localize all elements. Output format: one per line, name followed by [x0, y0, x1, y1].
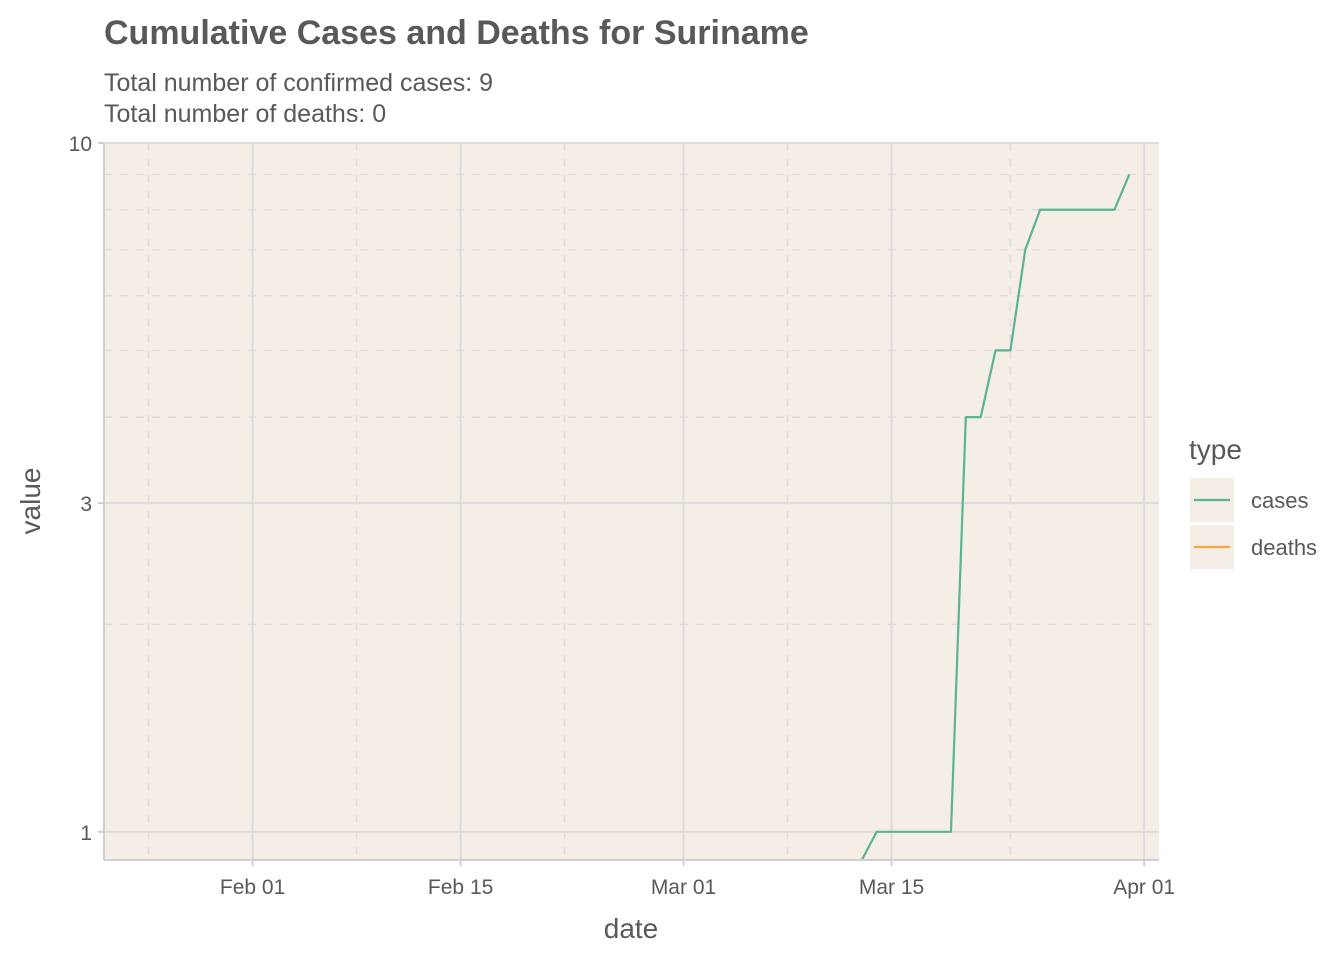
x-tick-label: Apr 01 — [1113, 876, 1175, 899]
y-tick-label: 1 — [80, 822, 92, 845]
major-gridlines — [104, 142, 1159, 860]
chart-subtitle-cases: Total number of confirmed cases: 9 — [104, 69, 493, 97]
x-tick-label: Mar 15 — [859, 876, 924, 899]
y-axis-ticks: 1 3 10 — [69, 133, 104, 845]
x-tick-label: Mar 01 — [651, 876, 716, 899]
y-tick-label: 10 — [69, 133, 92, 156]
chart-subtitle-deaths: Total number of deaths: 0 — [104, 100, 386, 128]
series-line-cases — [860, 174, 1131, 861]
minor-gridlines — [104, 143, 1159, 860]
plot-panel — [104, 143, 1159, 860]
x-axis-ticks: Feb 01 Feb 15 Mar 01 Mar 15 Apr 01 — [220, 860, 1175, 899]
chart-title: Cumulative Cases and Deaths for Suriname — [104, 14, 809, 52]
legend-title: type — [1189, 434, 1242, 465]
legend-label-deaths: deaths — [1251, 535, 1317, 560]
x-axis-title: date — [604, 913, 659, 944]
x-tick-label: Feb 01 — [220, 876, 285, 899]
x-tick-label: Feb 15 — [428, 876, 493, 899]
legend: type cases deaths — [1189, 434, 1317, 569]
y-tick-label: 3 — [80, 493, 92, 516]
series-layer — [860, 174, 1131, 861]
legend-label-cases: cases — [1251, 488, 1308, 513]
y-axis-title: value — [15, 468, 46, 535]
